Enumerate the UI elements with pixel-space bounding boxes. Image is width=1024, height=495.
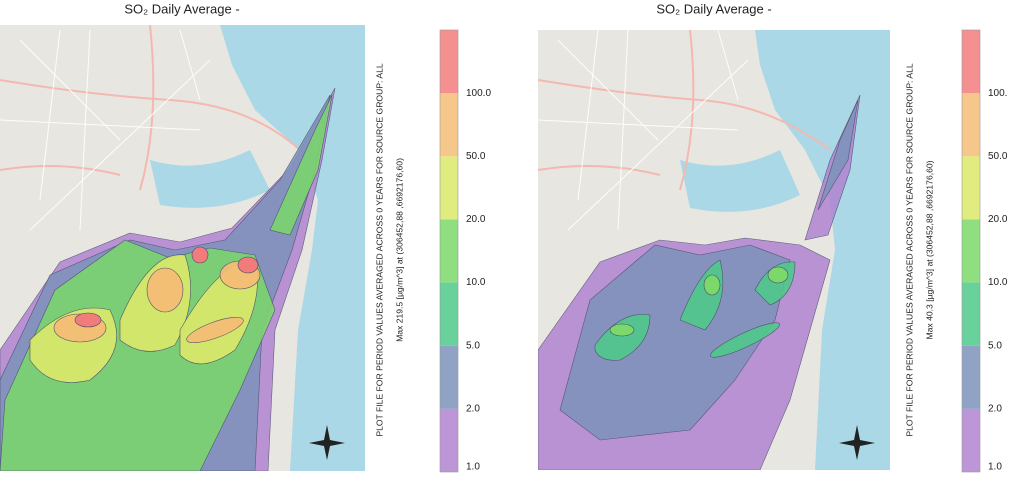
colorbar-band <box>440 345 458 409</box>
colorbar-band <box>440 93 458 157</box>
colorbar-frame <box>439 29 459 473</box>
colorbar-label: 100.0 <box>466 88 491 99</box>
colorbar-label: 100. <box>988 88 1007 99</box>
colorbar-label: 1.0 <box>988 462 1002 473</box>
colorbar-band <box>440 282 458 346</box>
map-left <box>0 25 365 471</box>
colorbar-band <box>962 219 980 283</box>
panel-title: SO₂ Daily Average - <box>124 1 239 16</box>
colorbar-band <box>962 30 980 94</box>
colorbar-label: 10.0 <box>466 277 486 288</box>
colorbar-band <box>440 408 458 472</box>
colorbar-band <box>962 156 980 220</box>
colorbar-frame <box>961 29 981 473</box>
colorbar-label: 50.0 <box>466 151 486 162</box>
colorbar-band <box>962 282 980 346</box>
colorbar-band <box>440 156 458 220</box>
colorbar-band <box>440 30 458 94</box>
colorbar-label: 20.0 <box>466 214 486 225</box>
colorbar-label: 10.0 <box>988 277 1008 288</box>
colorbar-label: 5.0 <box>988 340 1002 351</box>
colorbar-label: 50.0 <box>988 151 1008 162</box>
colorbar-label: 2.0 <box>466 403 480 414</box>
colorbar-label: 5.0 <box>466 340 480 351</box>
colorbar-label: 2.0 <box>988 403 1002 414</box>
max-text: Max 40.3 [µg/m^3] at (306452,88 ,6692176… <box>924 160 934 339</box>
map-right <box>538 30 890 470</box>
colorbar-band <box>962 408 980 472</box>
caption: PLOT FILE FOR PERIOD VALUES AVERAGED ACR… <box>374 63 384 437</box>
colorbar-band <box>962 345 980 409</box>
max-text: Max 219.5 [µg/m^3] at (306452,88 ,669217… <box>394 158 404 342</box>
colorbar-band <box>962 93 980 157</box>
colorbar-label: 1.0 <box>466 462 480 473</box>
panel-title: SO₂ Daily Average - <box>656 1 771 16</box>
caption: PLOT FILE FOR PERIOD VALUES AVERAGED ACR… <box>904 63 914 437</box>
colorbar-label: 20.0 <box>988 214 1008 225</box>
colorbar-band <box>440 219 458 283</box>
